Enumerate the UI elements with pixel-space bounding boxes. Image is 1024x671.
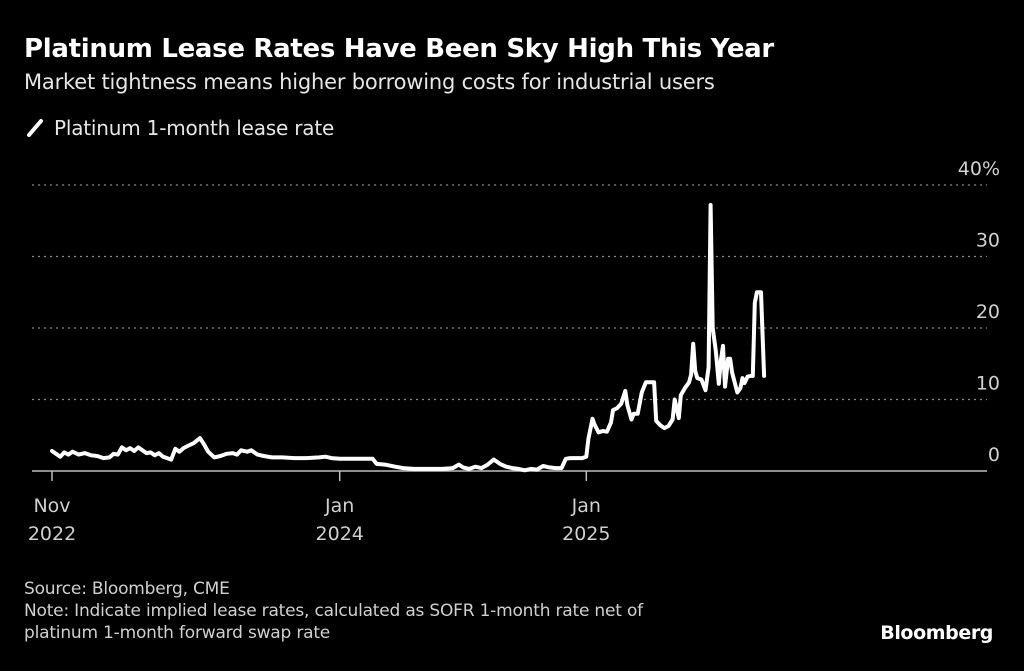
- series-layer: [50, 203, 767, 473]
- y-tick-label: 0: [988, 444, 1000, 466]
- footer: Source: Bloomberg, CME Note: Indicate im…: [24, 578, 643, 644]
- source-note: Source: Bloomberg, CME: [24, 579, 230, 599]
- legend-label: Platinum 1-month lease rate: [54, 116, 335, 140]
- y-tick-label: 10: [976, 373, 1000, 395]
- bloomberg-logo: Bloomberg: [880, 622, 993, 644]
- y-axis-labels: 40% 30 20 10 0: [958, 158, 1000, 466]
- methodology-note-line2: platinum 1-month forward swap rate: [24, 623, 331, 643]
- line-slash-icon: [27, 119, 43, 137]
- x-tick-label-month: Nov: [33, 495, 70, 517]
- x-tick-label-year: 2024: [316, 523, 364, 545]
- y-tick-label: 30: [976, 230, 1000, 252]
- series-line-platinum-lease-rate: [50, 203, 767, 473]
- x-tick-label-year: 2025: [562, 523, 610, 545]
- legend: Platinum 1-month lease rate: [26, 116, 334, 140]
- methodology-note-line1: Note: Indicate implied lease rates, calc…: [24, 601, 643, 621]
- chart-subtitle: Market tightness means higher borrowing …: [24, 70, 715, 94]
- x-tick-label-year: 2022: [28, 523, 76, 545]
- x-tick-label-month: Jan: [324, 495, 354, 517]
- x-axis-labels: Nov 2022 Jan 2024 Jan 2025: [28, 495, 611, 545]
- x-tick-label-month: Jan: [571, 495, 601, 517]
- grid-lines: [32, 184, 987, 401]
- x-axis: [32, 470, 987, 481]
- chart-title: Platinum Lease Rates Have Been Sky High …: [24, 34, 774, 64]
- y-tick-label: 40%: [958, 158, 1000, 180]
- y-tick-label: 20: [976, 301, 1000, 323]
